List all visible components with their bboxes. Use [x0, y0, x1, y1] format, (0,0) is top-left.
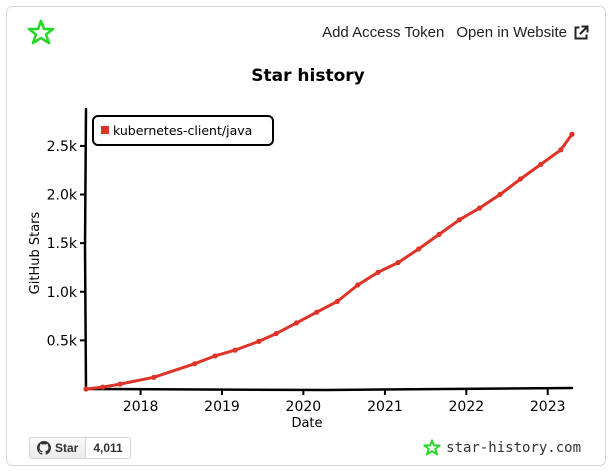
data-point [476, 205, 483, 211]
x-tick-label: 2020 [286, 399, 322, 415]
star-history-card: Add Access Token Open in Website Star hi… [6, 6, 606, 466]
x-tick-label: 2018 [123, 399, 159, 415]
data-point [569, 131, 575, 137]
star-history-watermark-logo-icon [423, 439, 441, 456]
y-axis-line [83, 107, 88, 391]
x-tick-label: 2023 [530, 399, 566, 415]
data-point [151, 374, 157, 380]
y-tick-label: 1.0k [47, 285, 78, 301]
data-point [212, 353, 218, 359]
chart-title: Star history [251, 66, 364, 86]
legend-box [92, 115, 274, 146]
data-point [83, 386, 89, 392]
github-icon [37, 441, 51, 455]
data-point [497, 191, 503, 198]
data-point [375, 269, 381, 275]
watermark-text: star-history.com [446, 440, 581, 456]
y-tick-label: 1.5k [47, 236, 78, 252]
data-point [517, 176, 524, 182]
add-access-token-link[interactable]: Add Access Token [322, 24, 445, 41]
data-point [293, 320, 300, 326]
data-point [416, 246, 422, 252]
data-point [558, 147, 564, 153]
legend-label: kubernetes-client/java [113, 123, 252, 138]
x-axis-label: Date [291, 416, 322, 427]
open-in-website-label: Open in Website [456, 24, 567, 41]
y-tick-label: 2.5k [47, 139, 78, 155]
y-tick-label: 2.0k [47, 188, 78, 204]
x-tick-label: 2022 [449, 399, 485, 415]
data-point [192, 361, 198, 367]
y-ticks: 0.5k 1.0k 1.5k 2.0k 2.5k [47, 139, 86, 349]
open-in-website-link[interactable]: Open in Website [456, 24, 589, 41]
github-star-badge[interactable]: Star 4,011 [29, 437, 131, 459]
data-point [334, 298, 340, 305]
star-history-logo-icon[interactable] [27, 19, 55, 47]
x-axis-line [83, 386, 574, 392]
data-point [256, 338, 262, 344]
header-links: Add Access Token Open in Website [322, 24, 589, 41]
data-point [117, 381, 123, 387]
y-axis-label: GitHub Stars [28, 211, 43, 294]
data-point [314, 309, 320, 315]
data-point [273, 330, 279, 337]
star-history-watermark[interactable]: star-history.com [423, 439, 581, 457]
chart-legend: kubernetes-client/java [92, 115, 274, 146]
data-point [100, 384, 106, 390]
github-star-label: Star [55, 441, 79, 455]
chart-axes [83, 107, 574, 392]
github-star-button[interactable]: Star [29, 437, 87, 459]
github-star-count[interactable]: 4,011 [86, 437, 131, 459]
legend-swatch [101, 126, 109, 134]
data-point [395, 259, 401, 266]
star-history-chart: Star history GitHub Stars Date 0.5k 1.0k 1… [28, 66, 575, 427]
data-point [538, 161, 544, 167]
data-point [436, 231, 442, 237]
series-layer [83, 131, 575, 392]
x-ticks: 2018 2019 2020 2021 2022 2023 [123, 389, 566, 415]
data-point [456, 217, 463, 223]
x-tick-label: 2021 [367, 399, 403, 415]
data-point [355, 282, 361, 288]
data-point [232, 347, 238, 353]
x-tick-label: 2019 [204, 399, 240, 415]
y-tick-label: 0.5k [47, 333, 78, 349]
external-link-icon [574, 25, 589, 39]
series-line [84, 132, 574, 391]
